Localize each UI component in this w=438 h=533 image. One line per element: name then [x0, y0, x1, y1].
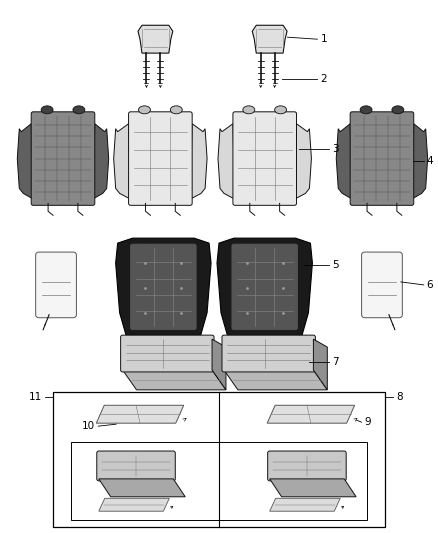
- Polygon shape: [116, 238, 211, 341]
- FancyBboxPatch shape: [233, 112, 297, 205]
- FancyBboxPatch shape: [129, 112, 192, 205]
- Text: 2: 2: [320, 74, 327, 84]
- Text: 1: 1: [320, 34, 327, 44]
- Polygon shape: [336, 124, 356, 203]
- Text: 7: 7: [332, 357, 339, 367]
- Polygon shape: [267, 405, 355, 423]
- Ellipse shape: [243, 106, 255, 114]
- Text: 3: 3: [332, 143, 339, 154]
- FancyBboxPatch shape: [97, 451, 175, 481]
- Ellipse shape: [360, 106, 372, 114]
- Polygon shape: [314, 339, 327, 390]
- FancyBboxPatch shape: [350, 112, 414, 205]
- FancyBboxPatch shape: [131, 244, 196, 330]
- Text: 4: 4: [427, 156, 433, 166]
- Ellipse shape: [275, 106, 286, 114]
- FancyBboxPatch shape: [120, 335, 214, 372]
- Polygon shape: [96, 405, 184, 423]
- Polygon shape: [290, 124, 311, 203]
- Ellipse shape: [392, 106, 404, 114]
- Polygon shape: [270, 479, 356, 497]
- Polygon shape: [212, 339, 226, 390]
- FancyBboxPatch shape: [35, 252, 76, 318]
- Polygon shape: [89, 124, 109, 203]
- Polygon shape: [270, 498, 340, 511]
- Polygon shape: [114, 124, 134, 203]
- Bar: [53, 392, 385, 527]
- Polygon shape: [218, 124, 239, 203]
- Polygon shape: [252, 25, 287, 53]
- FancyBboxPatch shape: [362, 252, 403, 318]
- FancyBboxPatch shape: [268, 451, 346, 481]
- Bar: [71, 442, 367, 520]
- Text: 5: 5: [332, 260, 339, 270]
- Ellipse shape: [138, 106, 150, 114]
- Polygon shape: [217, 238, 312, 341]
- FancyBboxPatch shape: [232, 244, 297, 330]
- Text: 6: 6: [427, 280, 433, 290]
- FancyBboxPatch shape: [31, 112, 95, 205]
- Text: 10: 10: [82, 421, 95, 431]
- Text: 8: 8: [396, 392, 403, 402]
- Polygon shape: [138, 25, 173, 53]
- Polygon shape: [123, 370, 226, 390]
- Ellipse shape: [73, 106, 85, 114]
- FancyBboxPatch shape: [222, 335, 315, 372]
- Polygon shape: [99, 479, 185, 497]
- Ellipse shape: [170, 106, 182, 114]
- Polygon shape: [99, 498, 170, 511]
- Polygon shape: [224, 370, 327, 390]
- Polygon shape: [17, 124, 37, 203]
- Polygon shape: [186, 124, 207, 203]
- Polygon shape: [408, 124, 427, 203]
- Text: 9: 9: [364, 417, 371, 427]
- Ellipse shape: [41, 106, 53, 114]
- Text: 11: 11: [29, 392, 42, 402]
